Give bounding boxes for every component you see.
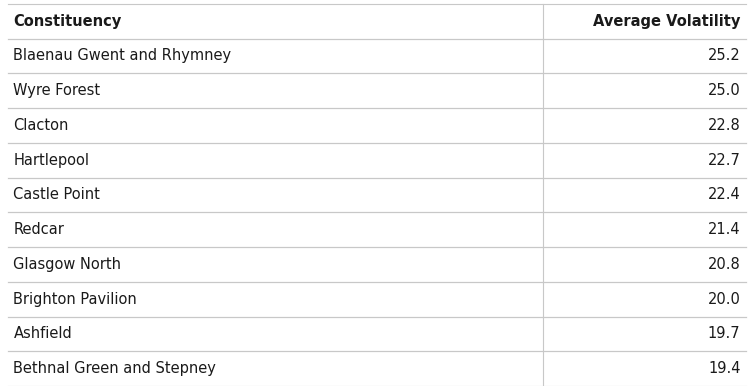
Text: Constituency: Constituency <box>14 14 121 29</box>
Text: Glasgow North: Glasgow North <box>14 257 121 272</box>
Text: 20.8: 20.8 <box>708 257 740 272</box>
Text: 19.4: 19.4 <box>708 361 740 376</box>
Text: Ashfield: Ashfield <box>14 327 72 341</box>
Text: 25.0: 25.0 <box>708 83 740 98</box>
Text: 25.2: 25.2 <box>708 49 740 63</box>
Text: 20.0: 20.0 <box>708 292 740 306</box>
Text: Clacton: Clacton <box>14 118 69 133</box>
Text: 22.7: 22.7 <box>708 153 740 168</box>
Text: 19.7: 19.7 <box>708 327 740 341</box>
Text: Wyre Forest: Wyre Forest <box>14 83 100 98</box>
Text: Hartlepool: Hartlepool <box>14 153 90 168</box>
Text: Castle Point: Castle Point <box>14 188 100 202</box>
Text: Bethnal Green and Stepney: Bethnal Green and Stepney <box>14 361 216 376</box>
Text: Brighton Pavilion: Brighton Pavilion <box>14 292 137 306</box>
Text: 22.4: 22.4 <box>708 188 740 202</box>
Text: Blaenau Gwent and Rhymney: Blaenau Gwent and Rhymney <box>14 49 231 63</box>
Text: Average Volatility: Average Volatility <box>593 14 740 29</box>
Text: 22.8: 22.8 <box>708 118 740 133</box>
Text: 21.4: 21.4 <box>708 222 740 237</box>
Text: Redcar: Redcar <box>14 222 64 237</box>
